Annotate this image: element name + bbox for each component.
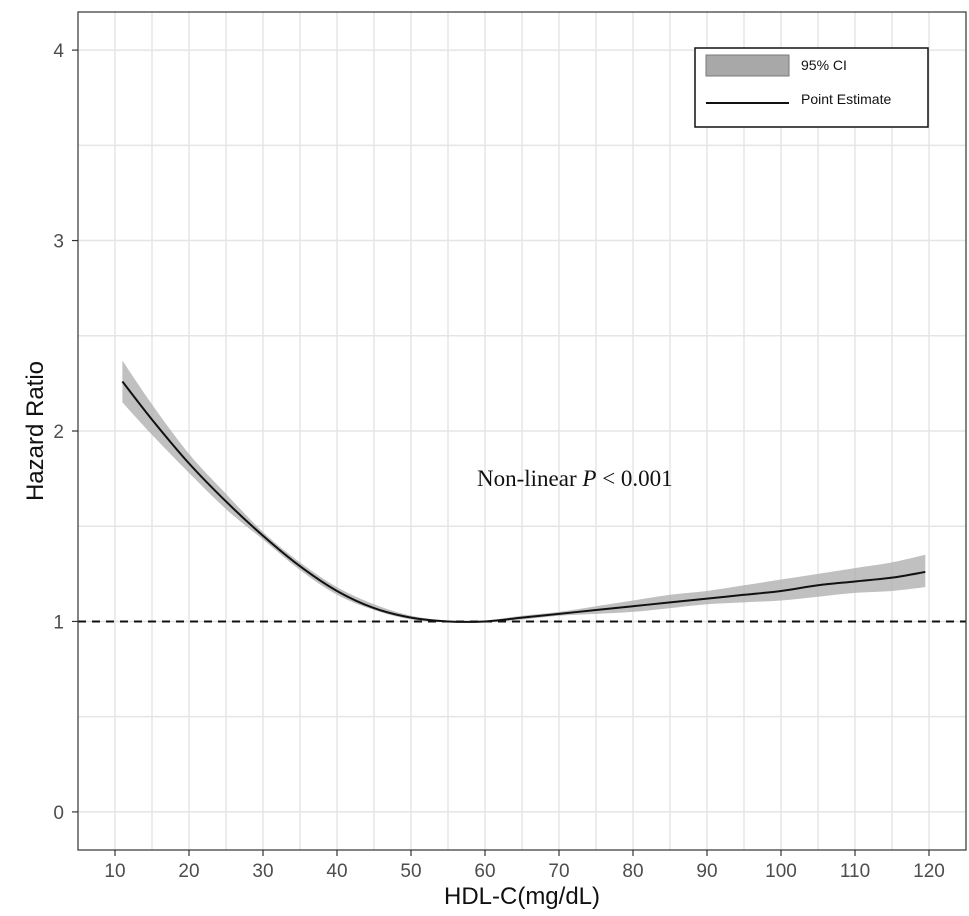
x-tick-label: 100 [765, 861, 797, 882]
y-tick-label: 1 [53, 612, 64, 633]
x-axis-title: HDL-C(mg/dL) [444, 883, 600, 910]
x-tick-label: 20 [178, 861, 199, 882]
x-tick-label: 10 [104, 861, 125, 882]
x-tick-label: 120 [913, 861, 945, 882]
y-axis-ticks: 0 1 2 3 4 [53, 41, 78, 824]
annotation-text: Non-linear P < 0.001 [477, 466, 673, 491]
x-tick-label: 110 [840, 861, 870, 882]
y-tick-label: 4 [53, 41, 64, 62]
legend-key-ci [705, 54, 790, 77]
x-tick-label: 50 [400, 861, 421, 882]
x-tick-label: 90 [696, 861, 717, 882]
point-estimate-line [121, 380, 926, 623]
x-tick-label: 30 [252, 861, 273, 882]
x-tick-label: 80 [622, 861, 643, 882]
x-tick-label: 40 [326, 861, 347, 882]
y-tick-label: 3 [53, 232, 64, 253]
x-tick-label: 70 [548, 861, 569, 882]
y-tick-label: 2 [53, 422, 64, 443]
ci-band [122, 360, 926, 623]
x-axis-ticks: 10 20 30 40 50 60 70 80 90 100 110 120 [104, 850, 945, 882]
y-tick-label: 0 [53, 803, 64, 824]
legend: 95% CI Point Estimate [694, 47, 929, 128]
y-axis-title: Hazard Ratio [22, 361, 49, 501]
legend-label-ci: 95% CI [801, 57, 847, 73]
x-tick-label: 60 [474, 861, 495, 882]
grid-lines [78, 12, 966, 850]
legend-label-estimate: Point Estimate [801, 91, 891, 107]
